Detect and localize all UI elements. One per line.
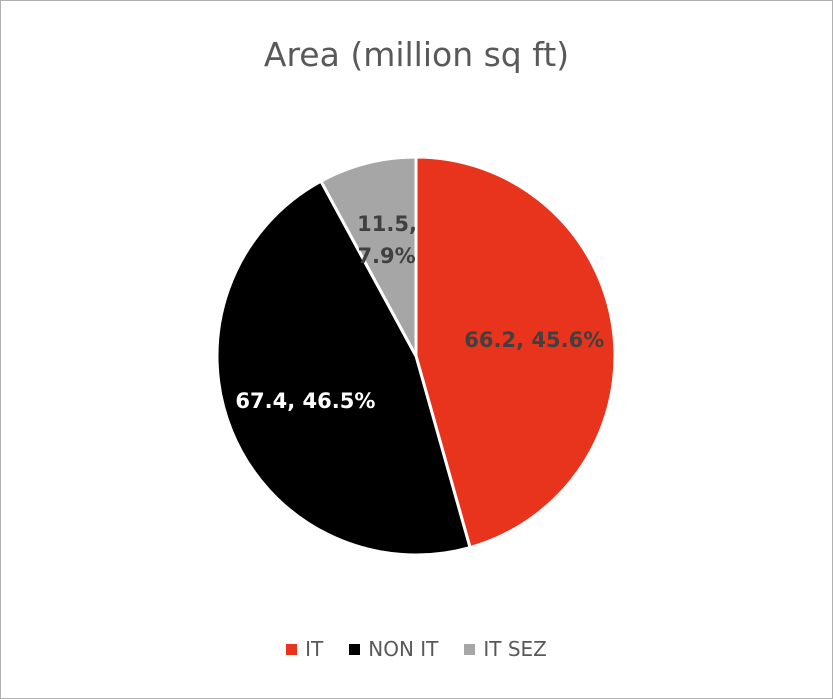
chart-title: Area (million sq ft) [263,35,570,74]
pie-slice [414,155,617,550]
legend-label: NON IT [368,637,439,661]
legend: IT NON IT IT SEZ [1,637,832,661]
legend-entry: IT [286,637,323,661]
legend-label: IT [305,637,324,661]
data-label: 67.4, 46.5% [235,389,376,413]
legend-swatch [349,643,361,655]
pie-slice [319,155,418,358]
legend-entry: NON IT [349,637,438,661]
pie-slice [215,179,472,557]
data-label: 66.2, 45.6% [464,327,605,352]
legend-swatch [286,643,298,655]
legend-label: IT SEZ [483,637,547,661]
legend-swatch [464,643,476,655]
data-label: 11.5, 7.9% [357,212,417,269]
legend-entry: IT SEZ [464,637,547,661]
